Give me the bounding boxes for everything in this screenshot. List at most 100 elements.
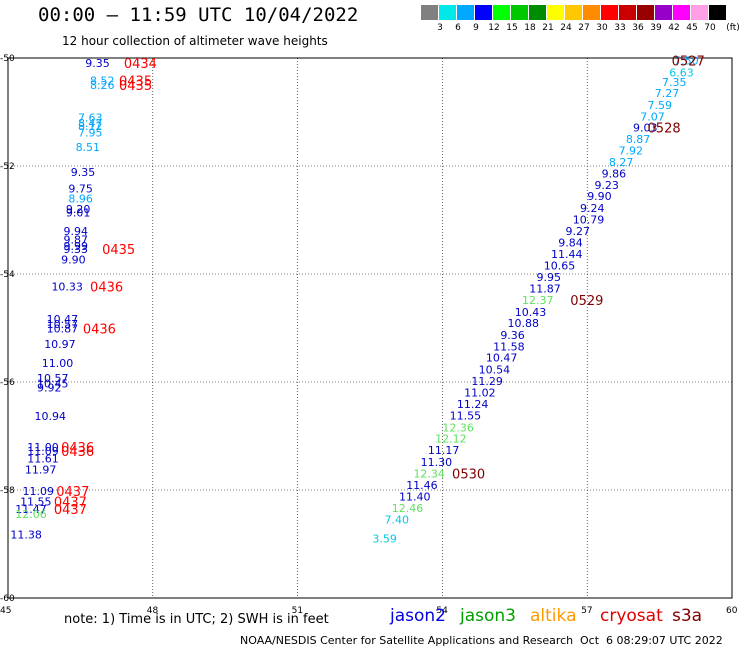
- wave-height-value: 10.54: [479, 364, 511, 377]
- wave-height-value: 7.92: [619, 144, 644, 157]
- legend-label: 39: [650, 23, 662, 33]
- pass-time-label: 0437: [54, 495, 87, 510]
- wave-height-value: 10.65: [544, 259, 576, 272]
- wave-height-value: 8.26: [90, 79, 115, 92]
- wave-height-value: 10.45: [37, 378, 69, 391]
- legend-label: 70: [704, 23, 716, 33]
- lon-tick-label: 51: [292, 606, 303, 616]
- lat-tick-label: -60: [0, 594, 15, 604]
- wave-height-value: 11.61: [27, 453, 59, 466]
- wave-height-value: 8.47: [78, 117, 103, 130]
- lon-tick-label: 60: [726, 606, 738, 616]
- wave-height-value: 11.00: [42, 357, 74, 370]
- wave-height-value: 9.35: [85, 57, 110, 70]
- generated-timestamp: Oct 6 08:29:07 UTC 2022: [580, 634, 723, 647]
- pass-time-label: 0436: [61, 445, 94, 460]
- wave-height-value: 6.63: [669, 67, 694, 80]
- legend-label: 6: [455, 23, 461, 33]
- wave-height-value: 8.27: [609, 156, 634, 169]
- wave-height-value: 9.95: [537, 271, 562, 284]
- lat-tick-label: -54: [0, 270, 15, 280]
- satellite-cryosat: cryosat: [600, 606, 663, 626]
- wave-height-value: 11.55: [450, 409, 482, 422]
- legend-label: 18: [524, 23, 536, 33]
- legend-swatch: [691, 5, 708, 20]
- legend-unit: (ft): [726, 23, 740, 33]
- credit-text: NOAA/NESDIS Center for Satellite Applica…: [240, 634, 574, 647]
- wave-height-value: 9.03: [633, 122, 658, 135]
- wave-height-value: 9.35: [71, 166, 96, 179]
- wave-height-value: 9.92: [37, 381, 62, 394]
- legend-label: 15: [506, 23, 518, 33]
- wave-height-value: 10.87: [47, 323, 79, 336]
- wave-height-value: 10.57: [37, 372, 69, 385]
- wave-height-value: 9.36: [500, 329, 525, 342]
- satellite-s3a: s3a: [672, 606, 703, 626]
- wave-height-value: 9.24: [580, 202, 605, 215]
- pass-time-label: 0435: [119, 75, 152, 90]
- wave-height-value: 9.90: [61, 253, 86, 266]
- legend-label: 42: [668, 23, 680, 33]
- wave-height-value: 7.27: [655, 87, 680, 100]
- legend-swatch: [601, 5, 618, 20]
- chart-subtitle: 12 hour collection of altimeter wave hei…: [62, 34, 328, 48]
- lat-tick-label: -58: [0, 486, 15, 496]
- wave-height-value: 9.94: [64, 225, 89, 238]
- legend-label: 21: [542, 23, 554, 33]
- wave-height-value: 11.38: [10, 528, 42, 541]
- wave-height-value: 7.35: [662, 76, 687, 89]
- wave-height-value: 12.34: [413, 467, 445, 480]
- legend-swatch: [583, 5, 600, 20]
- wave-height-value: 10.88: [508, 317, 540, 330]
- wave-height-value: 10.43: [515, 306, 547, 319]
- wave-height-value: 10.94: [35, 410, 66, 423]
- wave-height-value: 7.50: [674, 55, 699, 68]
- wave-height-value: 12.37: [522, 294, 554, 307]
- legend-swatch: [655, 5, 672, 20]
- wave-height-value: 9.84: [558, 237, 583, 250]
- wave-height-value: 11.58: [493, 340, 524, 353]
- wave-height-value: 12.06: [15, 508, 46, 521]
- wave-height-value: 9.86: [602, 168, 627, 181]
- wave-height-value: 7.07: [640, 110, 665, 123]
- wave-height-value: 11.47: [15, 503, 46, 516]
- lat-tick-label: -52: [0, 162, 15, 172]
- legend-label: 9: [473, 23, 479, 33]
- wave-height-value: 11.00: [27, 441, 59, 454]
- wave-height-value: 9.75: [68, 183, 93, 196]
- lat-tick-label: -50: [0, 54, 15, 64]
- wave-height-value: 10.47: [47, 313, 79, 326]
- legend-swatch: [511, 5, 528, 20]
- pass-time-label: 0435: [119, 79, 152, 94]
- lon-tick-label: 45: [0, 606, 11, 616]
- legend-label: 3: [437, 23, 443, 33]
- pass-time-label: 0527: [672, 55, 705, 70]
- wave-height-value: 11.87: [529, 283, 561, 296]
- wave-height-value: 9.01: [66, 206, 91, 219]
- wave-height-value: 10.79: [573, 213, 605, 226]
- legend-label: 12: [488, 23, 500, 33]
- legend-swatch: [673, 5, 690, 20]
- wave-height-value: 7.63: [78, 111, 103, 124]
- wave-height-value: 8.12: [78, 120, 103, 133]
- wave-height-value: 10.57: [47, 318, 79, 331]
- legend-swatch: [529, 5, 546, 20]
- wave-height-value: 9.27: [565, 225, 590, 238]
- pass-time-label: 0530: [452, 467, 485, 482]
- legend-swatch: [565, 5, 582, 20]
- chart-title: 00:00 – 11:59 UTC 10/04/2022: [38, 4, 359, 26]
- legend-label: 27: [578, 23, 590, 33]
- note-text: note: 1) Time is in UTC; 2) SWH is in fe…: [64, 612, 329, 627]
- wave-height-value: 11.29: [471, 375, 503, 388]
- lat-tick-label: -56: [0, 378, 15, 388]
- legend-swatch: [475, 5, 492, 20]
- wave-height-value: 8.52: [90, 75, 115, 88]
- wave-height-value: 11.09: [22, 485, 54, 498]
- legend-swatch: [439, 5, 456, 20]
- lon-tick-label: 48: [147, 606, 159, 616]
- wave-height-value: 8.96: [68, 192, 93, 205]
- wave-height-value: 9.90: [587, 190, 612, 203]
- wave-height-value: 11.09: [27, 445, 59, 458]
- legend-swatch: [547, 5, 564, 20]
